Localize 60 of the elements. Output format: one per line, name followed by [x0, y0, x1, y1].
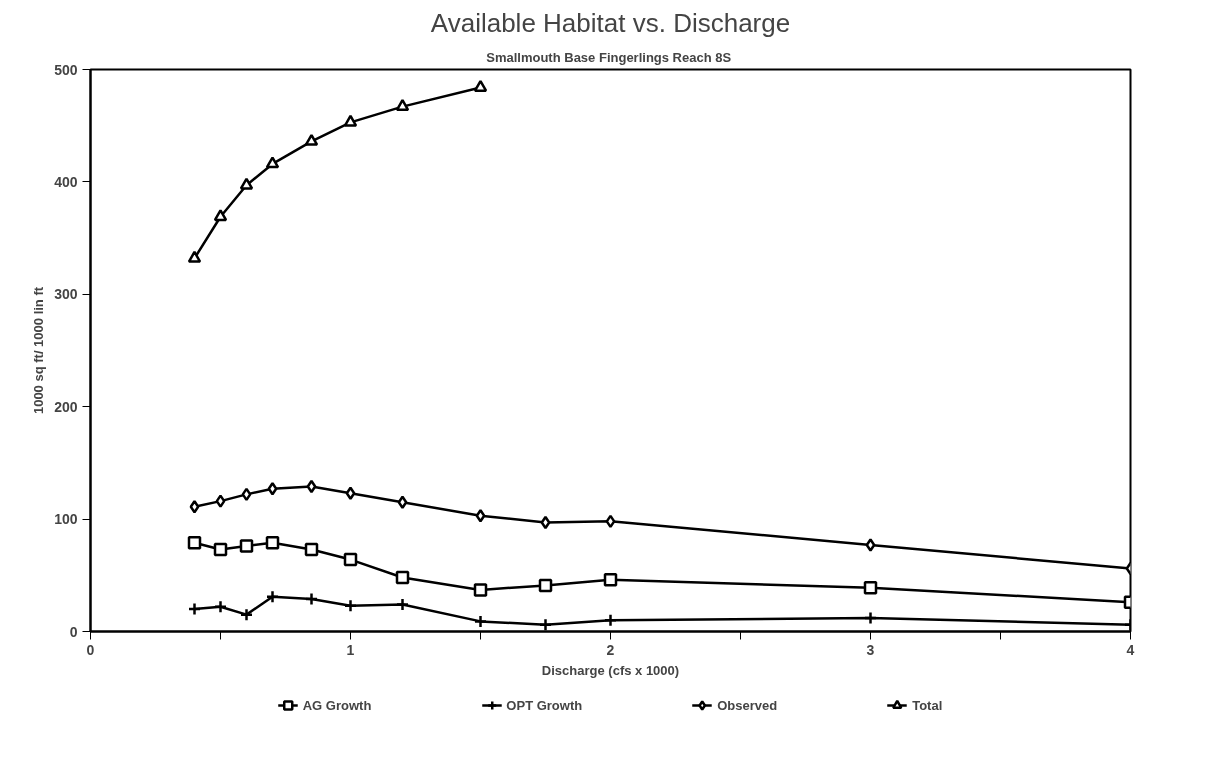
x-tick-label: 2	[606, 641, 615, 658]
point	[538, 618, 553, 632]
point	[863, 580, 878, 595]
legend-label: AG Growth	[302, 697, 372, 713]
point	[267, 482, 278, 496]
point	[239, 607, 254, 622]
point	[239, 539, 254, 553]
point	[187, 535, 202, 550]
legend-label: OPT Growth	[506, 697, 583, 713]
y-tick-label: 0	[69, 623, 78, 640]
point	[605, 514, 616, 529]
point	[343, 598, 358, 613]
y-axis-title: 1000 sq ft/ 1000 lin ft	[31, 286, 47, 415]
point	[265, 156, 280, 169]
point	[475, 508, 486, 523]
y-tick-label: 500	[54, 61, 78, 78]
x-axis-title: Discharge (cfs x 1000)	[541, 662, 680, 678]
point	[345, 486, 356, 500]
chart-title: Available Habitat vs. Discharge	[430, 7, 791, 38]
point	[473, 79, 488, 92]
point	[306, 479, 317, 494]
point	[397, 495, 408, 509]
point	[213, 209, 228, 222]
x-tick-label: 3	[866, 641, 875, 658]
point	[473, 614, 488, 629]
y-tick-label: 400	[54, 173, 78, 190]
point	[343, 114, 358, 127]
point	[395, 597, 410, 612]
point	[304, 133, 319, 146]
point	[241, 487, 252, 502]
y-tick-label: 100	[54, 511, 78, 528]
point	[265, 589, 280, 604]
point	[213, 600, 228, 614]
point	[187, 602, 202, 616]
point	[304, 542, 319, 557]
chart-subtitle: Smallmouth Base Fingerlings Reach 8S	[486, 49, 732, 65]
point	[215, 494, 226, 508]
point	[343, 552, 358, 567]
point	[603, 573, 618, 587]
legend-label: Observed	[717, 697, 778, 713]
point	[473, 583, 488, 597]
y-tick-label: 300	[54, 286, 78, 303]
point	[395, 98, 410, 112]
point	[540, 515, 551, 530]
legend-label: Total	[912, 697, 943, 713]
x-tick-label: 0	[86, 641, 95, 658]
point	[239, 177, 254, 190]
point	[538, 578, 553, 593]
y-tick-label: 200	[54, 398, 78, 415]
point	[865, 538, 876, 552]
point	[189, 499, 200, 514]
point	[304, 592, 319, 606]
point	[395, 570, 410, 585]
point	[603, 613, 618, 628]
point	[187, 250, 202, 263]
point	[863, 611, 878, 625]
point	[265, 535, 280, 550]
x-tick-label: 1	[346, 641, 355, 658]
point	[213, 542, 228, 557]
x-tick-label: 4	[1126, 641, 1135, 658]
